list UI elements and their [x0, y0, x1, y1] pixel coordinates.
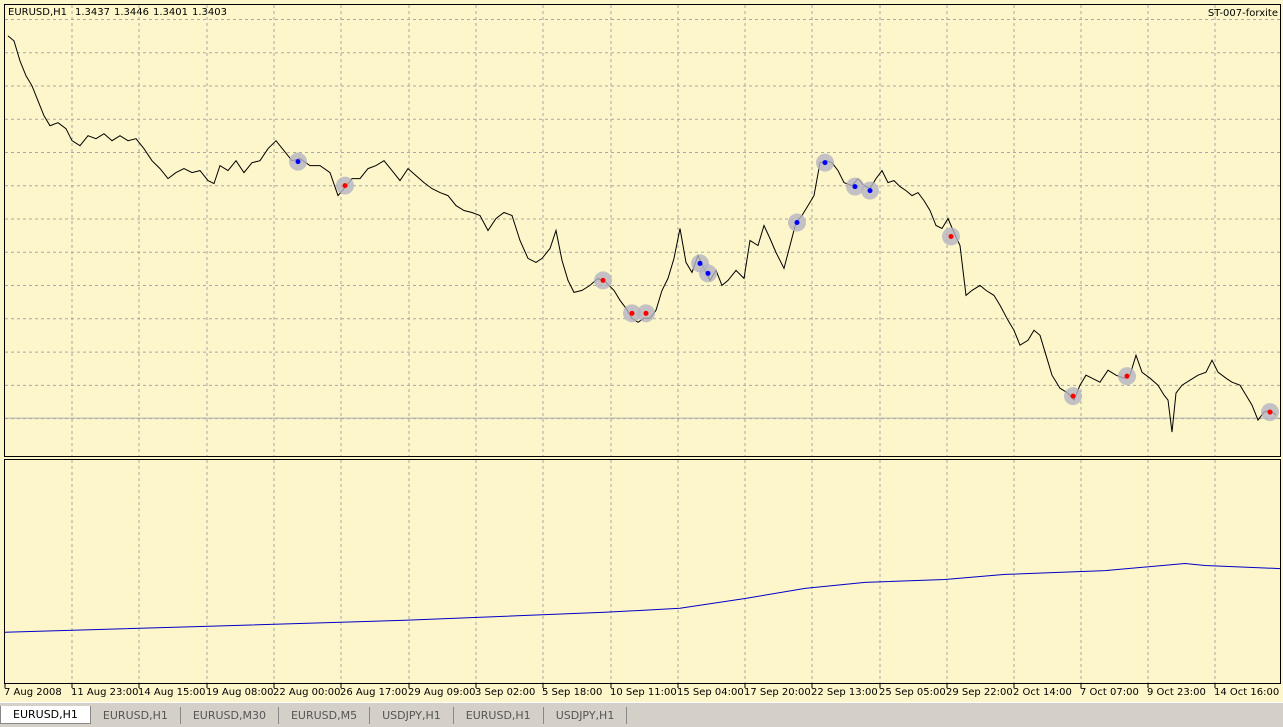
signal-dot	[697, 260, 703, 266]
signal-dot	[600, 277, 606, 283]
chart-tab[interactable]: EURUSD,H1	[91, 706, 181, 724]
signal-dot	[794, 220, 800, 226]
price-panel	[4, 4, 1281, 457]
tab-bar: EURUSD,H1 EURUSD,H1 EURUSD,M30 EURUSD,M5 USD…	[0, 702, 1283, 727]
signal-dot	[1124, 373, 1130, 379]
x-tick-label: 9 Oct 23:00	[1147, 687, 1206, 698]
x-tick-label: 22 Aug 00:00	[273, 687, 340, 698]
x-tick-label: 2 Oct 14:00	[1013, 687, 1072, 698]
x-tick-label: 29 Aug 09:00	[408, 687, 475, 698]
x-tick-label: 14 Aug 15:00	[138, 687, 205, 698]
x-tick-label: 25 Sep 05:00	[879, 687, 946, 698]
signal-dot	[948, 233, 954, 239]
x-tick-label: 7 Oct 07:00	[1080, 687, 1139, 698]
x-tick-label: 14 Oct 16:00	[1214, 687, 1279, 698]
chart-tab[interactable]: EURUSD,H1	[0, 706, 91, 724]
chart-window: EURUSD,H1 1.3437 1.3446 1.3401 1.3403 ST-007-…	[0, 0, 1283, 702]
x-tick-label: 15 Sep 04:00	[677, 687, 744, 698]
x-tick-label: 22 Sep 13:00	[811, 687, 878, 698]
chart-tab[interactable]: EURUSD,M5	[279, 706, 371, 724]
chart-tab[interactable]: EURUSD,M30	[181, 706, 279, 724]
signal-dot	[629, 310, 635, 316]
ohlc-value: 1.3403	[192, 7, 227, 18]
x-tick-label: 7 Aug 2008	[4, 687, 62, 698]
signal-dot	[643, 310, 649, 316]
x-tick-label: 5 Sep 18:00	[542, 687, 602, 698]
signal-dot	[1267, 409, 1273, 415]
background	[0, 0, 1283, 702]
x-tick-label: 29 Sep 22:00	[946, 687, 1013, 698]
price-line	[4, 562, 1281, 633]
signal-dot	[342, 183, 348, 189]
ohlc-value: 1.3437	[75, 7, 110, 18]
chart-tab[interactable]: USDJPY,H1	[544, 706, 628, 724]
symbol: EURUSD,H1	[8, 7, 67, 18]
signal-dot	[867, 188, 873, 194]
ohlc-value: 1.3446	[114, 7, 149, 18]
signal-dot	[852, 184, 858, 190]
x-tick-label: 19 Aug 08:00	[206, 687, 273, 698]
x-tick-label: 11 Aug 23:00	[71, 687, 138, 698]
ohlc-value: 1.3401	[153, 7, 188, 18]
chart-tab[interactable]: USDJPY,H1	[370, 706, 454, 724]
signal-dot	[822, 160, 828, 166]
x-tick-label: 3 Sep 02:00	[475, 687, 535, 698]
signal-dot	[1070, 393, 1076, 399]
indicator-panel	[4, 459, 1281, 684]
x-tick-label: 26 Aug 17:00	[340, 687, 407, 698]
x-tick-label: 10 Sep 11:00	[610, 687, 677, 698]
x-tick-label: 17 Sep 20:00	[744, 687, 811, 698]
chart-tab[interactable]: EURUSD,H1	[454, 706, 544, 724]
signal-dot	[295, 159, 301, 165]
signal-dot	[705, 270, 711, 276]
expert-name: ST-007-forxite	[1208, 8, 1278, 19]
